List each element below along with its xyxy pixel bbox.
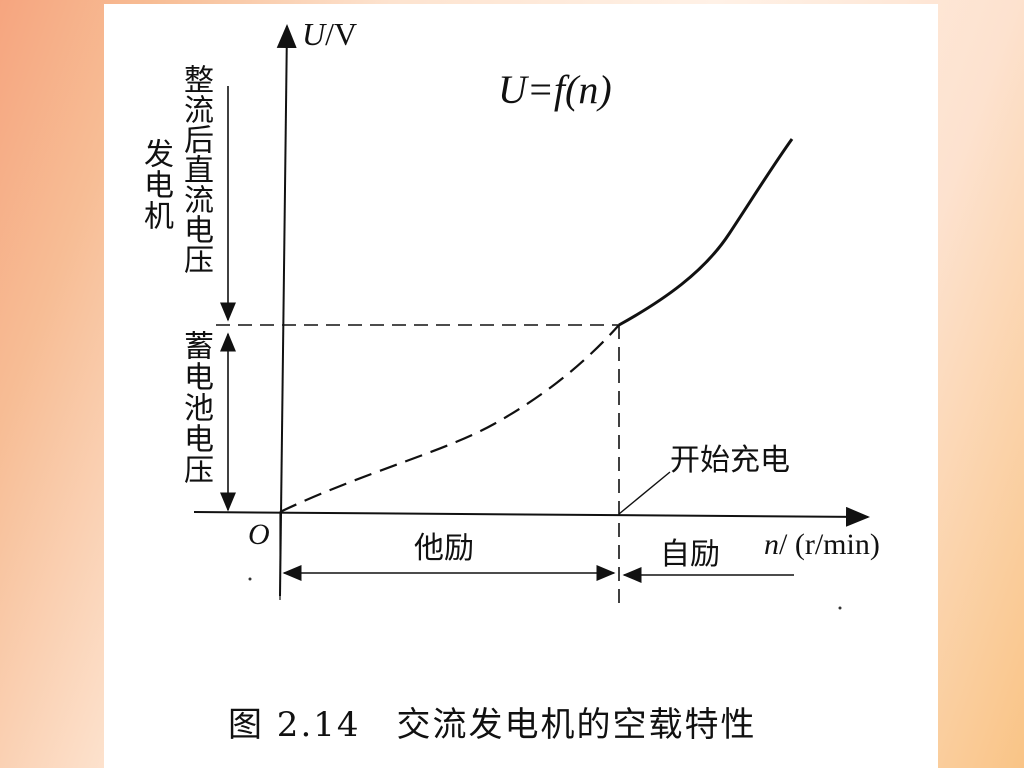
x-axis <box>193 506 870 527</box>
generator-voltage-label-line2: 整流后直流电压 <box>178 64 213 274</box>
y-axis-variable: U <box>302 16 326 52</box>
origin-label: O <box>248 518 270 551</box>
slide: U=f(n) U/V n/ (r/min) O 发电机 整流后直流电压 蓄电池电… <box>104 4 938 768</box>
y-axis-label: U/V <box>302 18 357 50</box>
curve-self-excitation <box>618 138 794 327</box>
start-charging-pointer <box>618 471 671 515</box>
x-axis-label: n/ (r/min) <box>764 530 880 560</box>
formula-label: U=f(n) <box>498 67 612 112</box>
battery-voltage-label: 蓄电池电压 <box>178 330 213 485</box>
figure-caption: 图 2.14 交流发电机的空载特性 <box>228 705 757 745</box>
y-axis-unit: /V <box>325 16 358 52</box>
self-excitation-label: 自励 <box>660 537 720 572</box>
generator-voltage-label-line1: 发电机 <box>138 138 173 231</box>
x-axis-variable: n <box>764 528 779 561</box>
speck <box>248 577 252 581</box>
separate-excitation-label: 他励 <box>414 531 474 566</box>
y-axis <box>276 24 297 597</box>
curve-separate-excitation <box>279 324 620 513</box>
start-charging-label: 开始充电 <box>670 443 790 478</box>
x-axis-unit: / (r/min) <box>779 528 880 561</box>
no-load-characteristic-diagram <box>193 24 870 610</box>
speck <box>838 606 842 610</box>
